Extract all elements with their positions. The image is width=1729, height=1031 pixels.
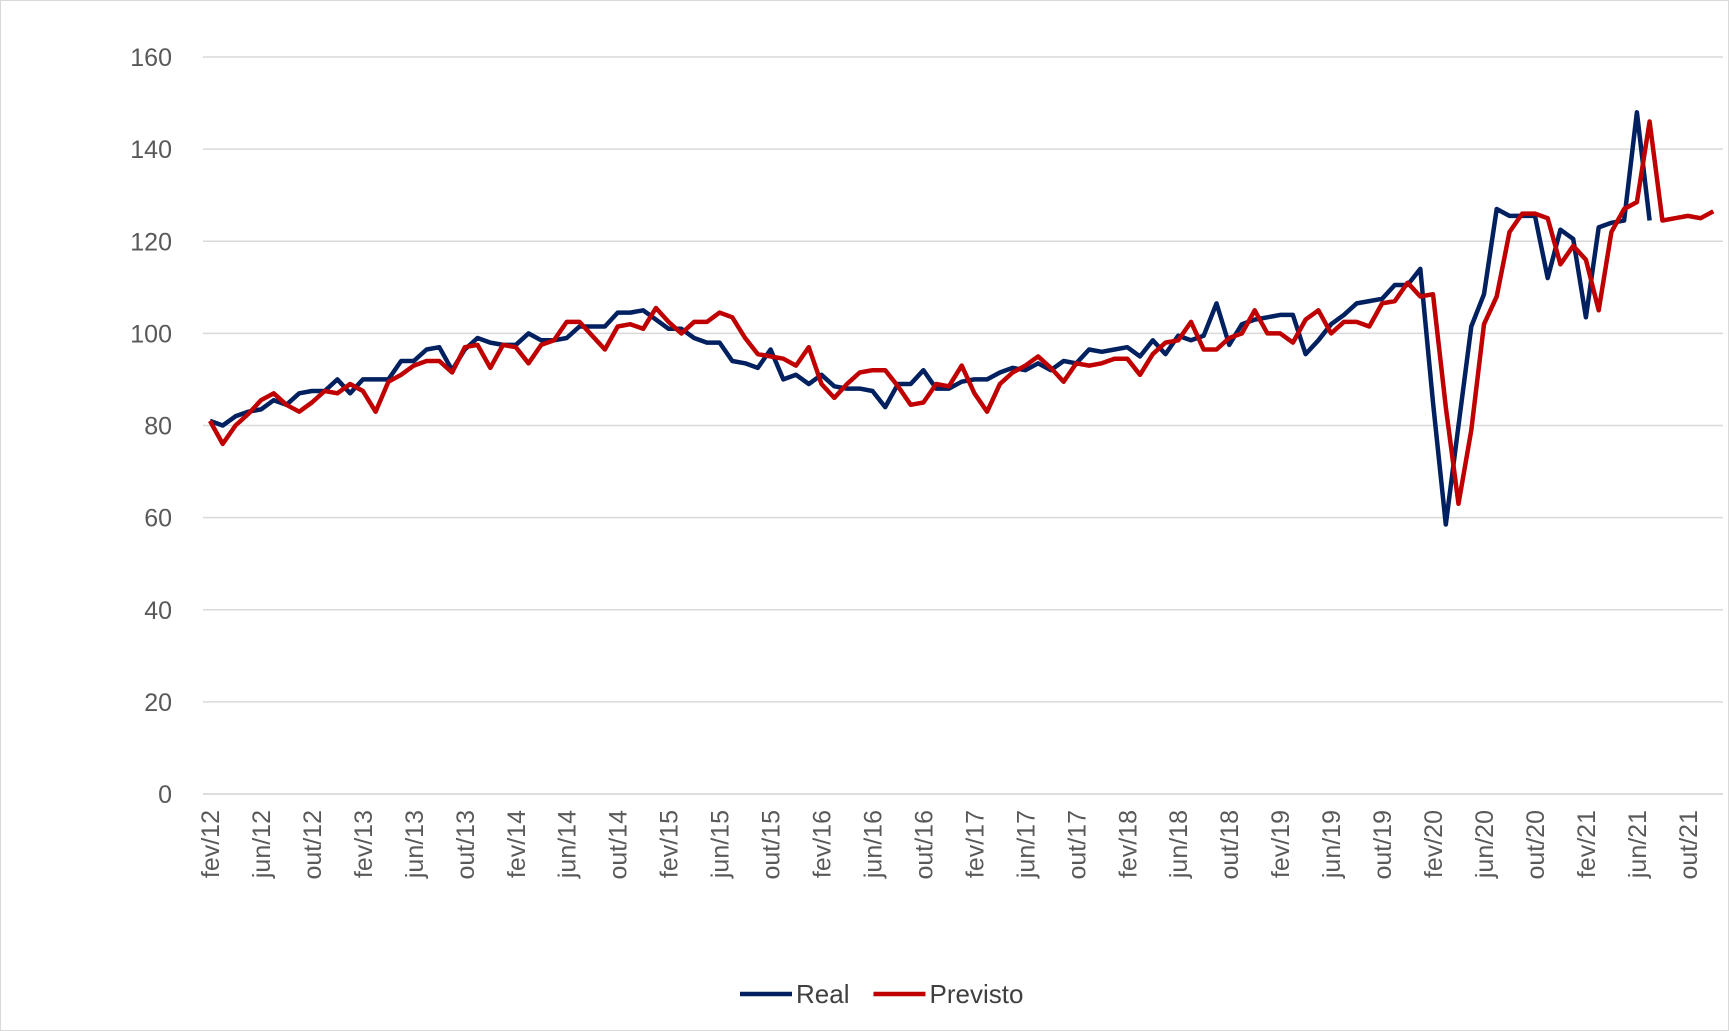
x-tick-label: fev/20 [1420, 810, 1448, 878]
x-tick-label: out/19 [1369, 810, 1397, 880]
x-tick-label: fev/15 [656, 810, 684, 878]
y-tick-label: 100 [130, 320, 172, 348]
x-tick-label: out/17 [1063, 810, 1091, 880]
x-tick-label: out/15 [758, 810, 786, 880]
x-tick-label: jun/15 [707, 810, 735, 879]
y-tick-label: 20 [144, 689, 172, 717]
x-tick-label: jun/13 [401, 810, 429, 879]
x-tick-label: out/16 [910, 810, 938, 880]
x-tick-label: fev/14 [503, 810, 531, 878]
x-tick-label: jun/14 [554, 810, 582, 879]
x-tick-label: jun/19 [1318, 810, 1346, 879]
legend: Real Previsto [740, 979, 1023, 1009]
x-tick-label: out/12 [299, 810, 327, 880]
y-tick-label: 60 [144, 505, 172, 533]
legend-label: Real [796, 979, 849, 1009]
x-tick-label: out/20 [1522, 810, 1550, 880]
x-tick-label: jun/12 [248, 810, 276, 879]
x-tick-label: fev/16 [809, 810, 837, 878]
y-tick-label: 40 [144, 597, 172, 625]
x-tick-label: fev/12 [197, 810, 225, 878]
x-tick-label: fev/21 [1573, 810, 1601, 878]
x-tick-label: out/13 [452, 810, 480, 880]
x-tick-label: out/14 [605, 810, 633, 880]
y-tick-label: 140 [130, 136, 172, 164]
x-tick-label: jun/21 [1624, 810, 1652, 879]
y-tick-label: 160 [130, 44, 172, 72]
y-tick-label: 0 [158, 781, 172, 809]
series-line [208, 119, 1715, 507]
x-tick-label: out/21 [1675, 810, 1703, 880]
x-tick-label: fev/13 [350, 810, 378, 878]
y-tick-label: 120 [130, 228, 172, 256]
x-tick-label: fev/18 [1114, 810, 1142, 878]
x-tick-label: jun/17 [1012, 810, 1040, 879]
x-tick-label: jun/20 [1471, 810, 1499, 879]
y-tick-label: 80 [144, 413, 172, 441]
x-tick-label: jun/16 [859, 810, 887, 879]
legend-label: Previsto [929, 979, 1023, 1009]
x-tick-label: fev/19 [1267, 810, 1295, 878]
x-tick-label: jun/18 [1165, 810, 1193, 879]
x-tick-label: out/18 [1216, 810, 1244, 880]
x-tick-label: fev/17 [961, 810, 989, 878]
